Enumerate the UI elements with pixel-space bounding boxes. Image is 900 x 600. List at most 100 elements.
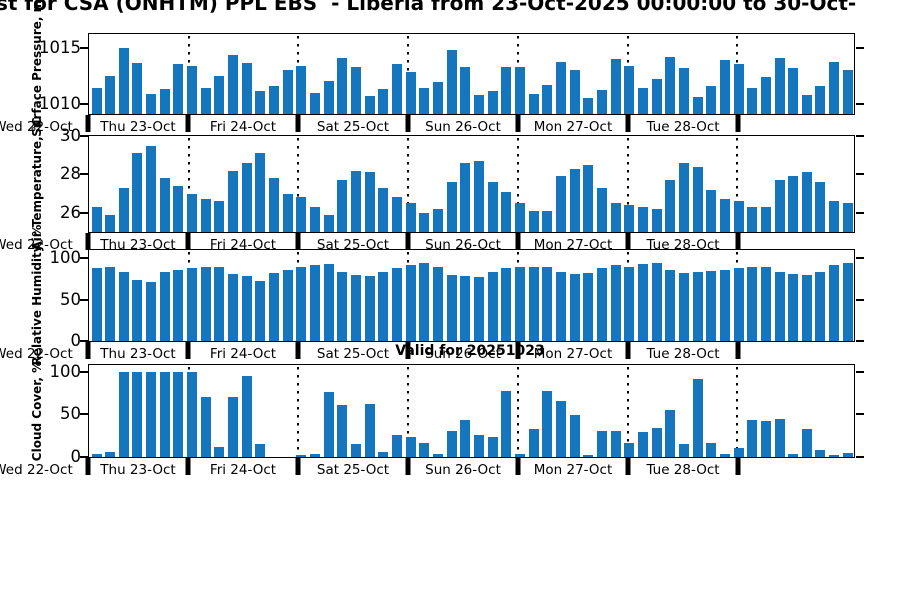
bar bbox=[760, 266, 771, 341]
bar bbox=[665, 56, 676, 114]
bar bbox=[282, 193, 293, 232]
bar bbox=[282, 70, 293, 114]
bar bbox=[774, 272, 785, 341]
y-tick-label: 1010 bbox=[39, 93, 81, 113]
day-label: Tue 28-Oct bbox=[646, 346, 720, 362]
bar bbox=[105, 214, 116, 232]
bar bbox=[801, 172, 812, 232]
bar bbox=[105, 266, 116, 341]
day-label: Tue 28-Oct bbox=[646, 462, 720, 478]
bar bbox=[678, 67, 689, 114]
y-tick-mark bbox=[79, 211, 88, 214]
bar bbox=[323, 392, 334, 457]
day-boundary-gridline bbox=[626, 367, 629, 455]
bar bbox=[829, 62, 840, 114]
bar bbox=[733, 64, 744, 114]
bar bbox=[501, 390, 512, 457]
bar bbox=[159, 272, 170, 341]
bar bbox=[569, 274, 580, 341]
bar bbox=[296, 455, 307, 457]
y-tick-mark bbox=[855, 211, 864, 214]
day-boundary-gridline bbox=[626, 138, 629, 230]
bar bbox=[637, 88, 648, 114]
bar bbox=[815, 450, 826, 457]
day-boundary-gridline bbox=[407, 367, 410, 455]
bar bbox=[596, 90, 607, 114]
bar bbox=[542, 266, 553, 341]
bar bbox=[159, 178, 170, 232]
bar bbox=[214, 75, 225, 114]
bar bbox=[378, 187, 389, 232]
bar bbox=[310, 92, 321, 114]
bar bbox=[310, 207, 321, 232]
day-boundary-tick bbox=[295, 233, 301, 250]
bar bbox=[528, 210, 539, 232]
bar bbox=[118, 371, 129, 457]
bar bbox=[596, 187, 607, 232]
bar bbox=[583, 98, 594, 114]
bar bbox=[501, 191, 512, 232]
day-boundary-tick bbox=[185, 233, 191, 250]
figure-title: st for CSA (ONHTM) PPL EBS - Liberia fro… bbox=[0, 0, 857, 15]
bar bbox=[706, 270, 717, 341]
bar bbox=[651, 79, 662, 114]
bar bbox=[132, 279, 143, 341]
bar bbox=[200, 88, 211, 114]
bar bbox=[118, 271, 129, 341]
bar bbox=[487, 182, 498, 232]
day-boundary-tick bbox=[735, 342, 741, 359]
bar bbox=[310, 453, 321, 457]
bar bbox=[487, 437, 498, 457]
bar bbox=[514, 266, 525, 341]
bar bbox=[351, 66, 362, 114]
bar bbox=[323, 214, 334, 232]
y-tick-label: 100 bbox=[49, 361, 82, 381]
day-label: Sat 25-Oct bbox=[316, 462, 390, 478]
bar bbox=[788, 274, 799, 341]
bar bbox=[678, 444, 689, 457]
y-tick-mark bbox=[79, 102, 88, 105]
relative-humidity-x-label-row: Wed 22-Oct Thu 23-Oct Fri 24-Oct Sat 25-Oct… bbox=[0, 342, 855, 363]
bar bbox=[405, 264, 416, 341]
day-boundary-tick bbox=[295, 342, 301, 359]
bar bbox=[542, 84, 553, 114]
day-boundary-tick bbox=[515, 342, 521, 359]
bar bbox=[269, 85, 280, 114]
bar bbox=[747, 266, 758, 341]
day-label: Wed 22-Oct bbox=[0, 119, 73, 135]
day-label: Tue 28-Oct bbox=[646, 119, 720, 135]
y-tick-mark bbox=[79, 46, 88, 49]
bar bbox=[829, 455, 840, 457]
day-boundary-gridline bbox=[297, 367, 300, 455]
bar bbox=[514, 203, 525, 232]
bar bbox=[446, 49, 457, 114]
y-tick-mark bbox=[855, 257, 864, 260]
bar bbox=[105, 451, 116, 457]
bar bbox=[528, 93, 539, 114]
bar bbox=[337, 180, 348, 232]
y-tick-label: 100 bbox=[49, 248, 82, 268]
day-boundary-tick bbox=[625, 115, 631, 132]
bar bbox=[91, 207, 102, 232]
panel-relative-humidity: 0 50 100 bbox=[50, 249, 864, 349]
bar bbox=[241, 275, 252, 341]
surface-pressure-axis-label: Surface Pressure, mb bbox=[30, 0, 44, 137]
bar bbox=[678, 273, 689, 341]
bar bbox=[788, 454, 799, 457]
y-tick-label: 50 bbox=[60, 404, 81, 424]
bar bbox=[378, 451, 389, 457]
bar bbox=[760, 76, 771, 114]
y-tick-mark bbox=[79, 298, 88, 301]
bar bbox=[514, 66, 525, 114]
bar bbox=[187, 193, 198, 232]
bar bbox=[665, 180, 676, 232]
bar bbox=[214, 446, 225, 457]
bar bbox=[624, 266, 635, 341]
bar bbox=[569, 415, 580, 457]
y-tick-mark bbox=[855, 173, 864, 176]
bar bbox=[692, 272, 703, 341]
day-label: Fri 24-Oct bbox=[209, 346, 277, 362]
bar bbox=[146, 371, 157, 457]
bar bbox=[351, 444, 362, 457]
bar bbox=[555, 400, 566, 457]
